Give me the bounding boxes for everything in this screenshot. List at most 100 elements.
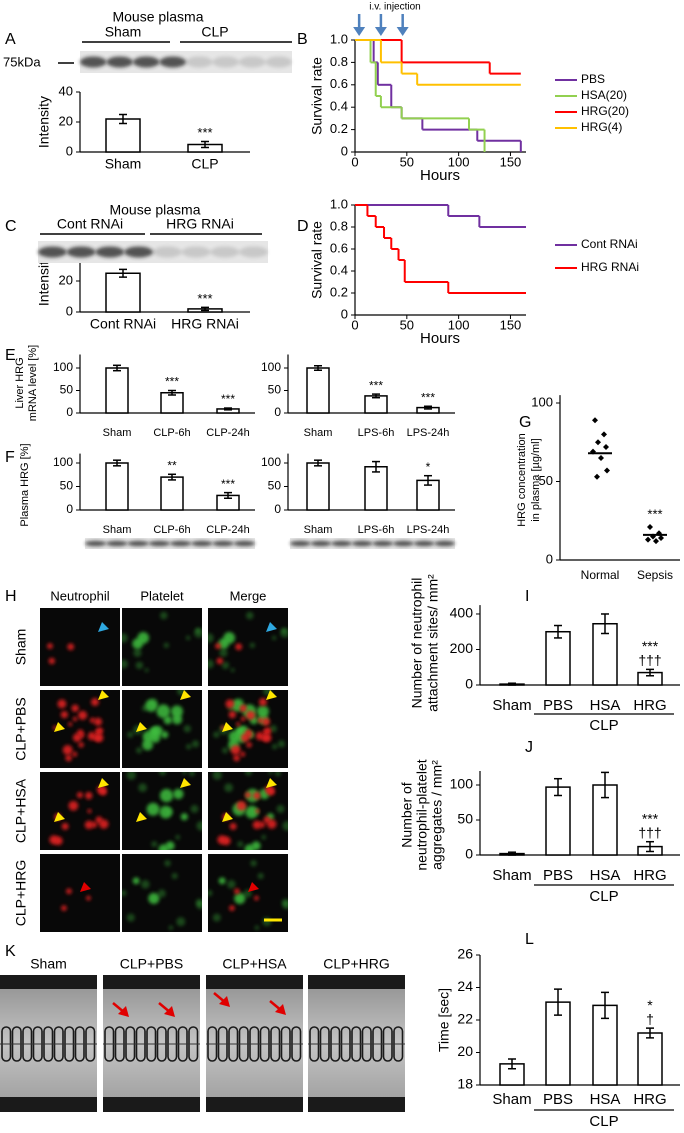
platelet-signal xyxy=(122,889,127,897)
image-label: CLP+HRG xyxy=(323,956,390,972)
y-tick-label: 18 xyxy=(457,1076,473,1092)
y-tick-label: 50 xyxy=(268,383,282,397)
blot-band xyxy=(181,246,211,258)
data-point xyxy=(645,536,651,543)
blot-band xyxy=(265,56,292,68)
legend-label: PBS xyxy=(581,72,605,86)
y-tick-label: 100 xyxy=(53,455,73,469)
neutrophil-signal xyxy=(94,717,103,726)
red-arrowhead xyxy=(275,1004,286,1015)
platelet-signal xyxy=(191,740,200,748)
y-tick-label: 50 xyxy=(268,479,282,493)
y-tick-label: 1.0 xyxy=(330,196,348,211)
neutrophil-signal xyxy=(246,710,256,720)
platelet-signal xyxy=(148,892,160,904)
platelet-signal xyxy=(254,925,260,931)
neutrophil-signal xyxy=(236,800,247,811)
panel-label: F xyxy=(5,449,15,466)
platelet-signal xyxy=(164,859,171,867)
neutrophil-signal xyxy=(68,800,79,811)
micrograph-bg xyxy=(40,854,120,932)
y-axis-label: Plasma HRG [%] xyxy=(19,443,31,526)
blot-band xyxy=(106,56,133,68)
platelet-signal xyxy=(237,841,244,848)
panel-label: K xyxy=(5,943,16,960)
platelet-signal xyxy=(269,725,277,733)
neutrophil-signal xyxy=(235,643,243,651)
y-tick-label: 0 xyxy=(66,405,73,419)
image-label: Sham xyxy=(30,956,67,972)
y-tick-label: 50 xyxy=(539,473,553,488)
x-tick-label: HSA xyxy=(590,1091,621,1108)
neutrophil-signal xyxy=(230,745,241,755)
micrograph xyxy=(208,690,288,768)
data-point xyxy=(594,473,600,480)
platelet-signal xyxy=(213,731,220,738)
y-tick-label: 50 xyxy=(60,383,74,397)
arrowhead xyxy=(98,778,109,788)
arrowhead xyxy=(54,722,65,732)
neutrophil-signal xyxy=(244,791,252,799)
panel-label: H xyxy=(5,588,17,605)
bar xyxy=(105,272,141,313)
platelet-signal xyxy=(218,638,229,650)
significance-mark: *** xyxy=(642,638,659,654)
blot-band xyxy=(351,540,373,547)
platelet-signal xyxy=(208,659,214,669)
x-tick-label: PBS xyxy=(543,1091,573,1108)
neutrophil-signal xyxy=(255,809,260,814)
platelet-signal xyxy=(126,772,136,780)
neutrophil-signal xyxy=(61,822,69,830)
platelet-signal xyxy=(195,627,201,633)
blot-band xyxy=(85,540,107,547)
bar xyxy=(364,395,388,414)
neutrophil-signal xyxy=(217,835,227,845)
platelet-signal xyxy=(135,747,143,754)
x-tick-label: 50 xyxy=(400,154,414,169)
platelet-signal xyxy=(140,879,150,889)
platelet-signal xyxy=(132,877,140,885)
significance-mark: ††† xyxy=(638,652,661,668)
neutrophil-signal xyxy=(78,710,88,720)
x-tick-label: HSA xyxy=(590,867,621,884)
platelet-signal xyxy=(133,648,142,658)
platelet-signal xyxy=(190,804,199,813)
bar xyxy=(637,1032,663,1086)
arrowhead xyxy=(136,812,147,822)
legend-label: HSA(20) xyxy=(581,88,627,102)
platelet-signal xyxy=(257,872,264,880)
blot-marker: 75kDa xyxy=(3,54,41,69)
arrowhead xyxy=(266,622,277,632)
platelet-signal xyxy=(276,804,285,813)
blot-band xyxy=(170,540,192,547)
micrograph xyxy=(40,772,120,850)
red-arrowhead xyxy=(118,1006,129,1017)
significance-mark: * xyxy=(426,460,431,474)
x-tick-label: Sepsis xyxy=(637,568,673,582)
platelet-signal xyxy=(277,740,286,748)
significance-mark: * xyxy=(647,997,653,1013)
data-point xyxy=(604,467,610,474)
blot-band xyxy=(233,540,255,547)
blot-band xyxy=(159,56,186,68)
neutrophil-signal xyxy=(62,745,73,755)
y-tick-label: 0.2 xyxy=(330,284,348,299)
neutrophil-signal xyxy=(253,791,261,800)
neutrophil-signal xyxy=(263,816,271,824)
platelet-signal xyxy=(183,725,191,733)
data-point xyxy=(603,443,609,450)
x-tick-label: HSA xyxy=(590,697,621,714)
x-axis-label: Hours xyxy=(420,330,460,347)
legend-label: HRG(20) xyxy=(581,104,629,118)
data-point xyxy=(647,524,653,531)
neutrophil-signal xyxy=(61,905,67,911)
blot-title: Mouse plasma xyxy=(109,202,200,218)
x-tick-label: HRG xyxy=(633,1091,666,1108)
platelet-signal xyxy=(212,913,221,922)
y-tick-label: 1.0 xyxy=(330,31,348,46)
micrograph xyxy=(122,854,202,932)
blot-lane-label: Cont RNAi xyxy=(57,216,123,232)
bar xyxy=(306,462,330,511)
flow-image xyxy=(308,975,405,1112)
x-tick-label: PBS xyxy=(543,697,573,714)
